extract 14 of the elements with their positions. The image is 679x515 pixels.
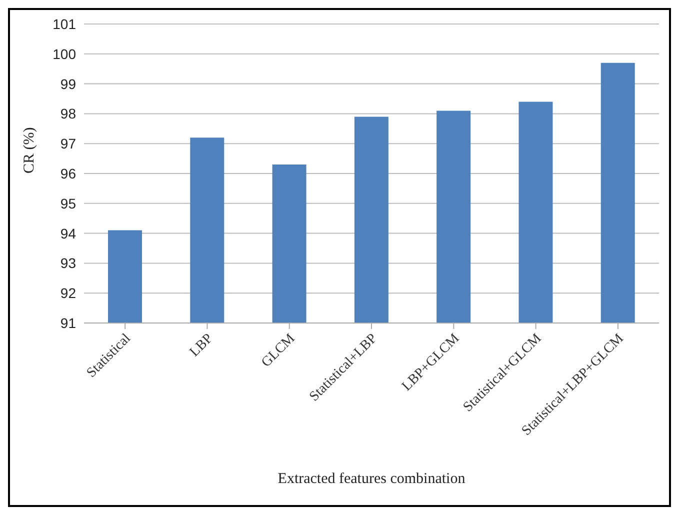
y-tick-label: 98 xyxy=(60,106,76,122)
y-tick-label: 95 xyxy=(60,195,76,212)
y-tick-label: 101 xyxy=(52,16,76,32)
y-tick-label: 92 xyxy=(60,285,76,302)
x-axis-title: Extracted features combination xyxy=(278,471,466,487)
y-tick-label: 99 xyxy=(60,76,76,92)
y-tick-label: 100 xyxy=(52,46,76,62)
y-tick-label: 96 xyxy=(60,165,76,182)
y-tick-label: 93 xyxy=(60,255,76,272)
y-tick-label: 94 xyxy=(60,225,76,242)
y-axis-title: CR (%) xyxy=(21,127,38,174)
y-tick-label: 91 xyxy=(60,314,76,331)
y-tick-label: 97 xyxy=(60,136,76,152)
x-tick-label: LBP xyxy=(187,331,216,360)
